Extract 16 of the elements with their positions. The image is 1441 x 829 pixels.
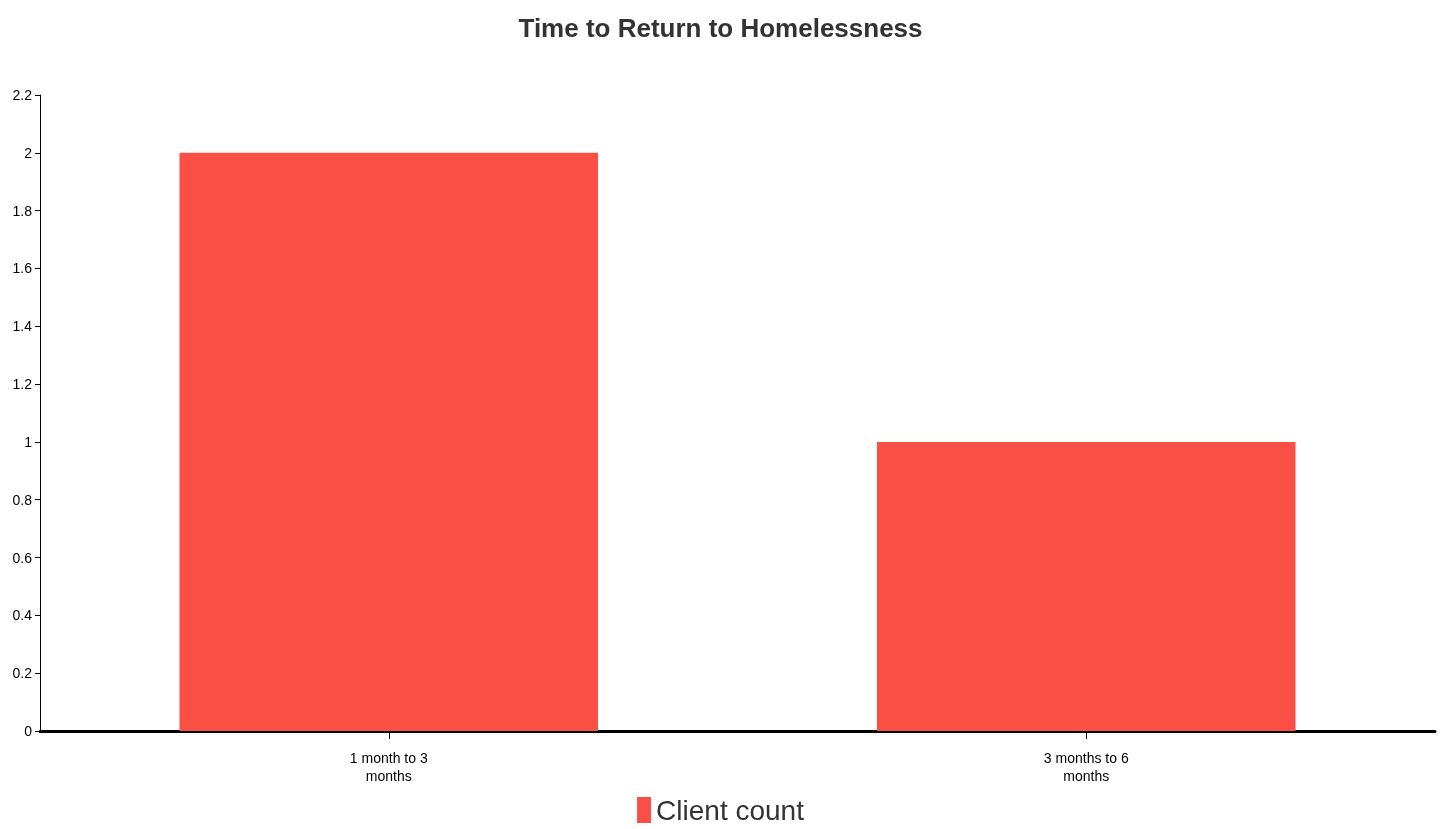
y-tick-label: 0.6 xyxy=(12,549,33,566)
y-tick-label: 1 xyxy=(24,433,33,450)
y-tick-label: 0.8 xyxy=(12,491,33,508)
y-tick-label: 2 xyxy=(24,144,33,161)
y-tick-label: 2.2 xyxy=(12,87,33,103)
legend-label: Client count xyxy=(656,794,805,826)
y-tick-label: 1.8 xyxy=(12,202,33,219)
y-tick-label: 0.2 xyxy=(12,665,33,682)
y-tick-label: 1.2 xyxy=(12,376,33,393)
x-tick-label: 3 months to 6 months xyxy=(1043,750,1129,784)
y-tick-label: 1.6 xyxy=(12,260,33,277)
y-tick-label: 0 xyxy=(24,723,33,739)
x-tick-label: 1 month to 3 months xyxy=(349,750,428,784)
y-tick-label: 1.4 xyxy=(12,318,33,335)
y-tick-label: 0.4 xyxy=(12,607,33,624)
chart-title: Time to Return to Homelessness xyxy=(518,13,923,43)
